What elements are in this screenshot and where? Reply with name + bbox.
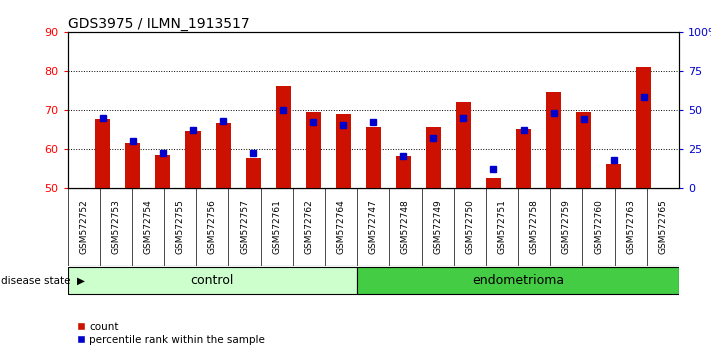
Text: GSM572751: GSM572751 [498,199,506,254]
Text: endometrioma: endometrioma [472,274,564,287]
Bar [365,127,381,188]
Text: GSM572763: GSM572763 [626,199,635,254]
Text: GSM572761: GSM572761 [272,199,282,254]
Bar [576,112,591,188]
Text: control: control [191,274,234,287]
Bar [215,123,230,188]
Text: GSM572764: GSM572764 [336,199,346,254]
Bar [486,178,501,188]
Bar [245,158,261,188]
Bar [125,143,140,188]
Bar [357,267,679,294]
Text: GSM572762: GSM572762 [304,199,314,254]
Bar [636,67,651,188]
Text: GSM572757: GSM572757 [240,199,249,254]
Text: GSM572760: GSM572760 [594,199,603,254]
Text: disease state  ▶: disease state ▶ [1,275,85,286]
Bar [426,127,441,188]
Bar [186,131,201,188]
Text: GSM572749: GSM572749 [433,199,442,254]
Text: GSM572759: GSM572759 [562,199,571,254]
Bar [516,129,531,188]
Text: GSM572747: GSM572747 [369,199,378,254]
Text: GSM572748: GSM572748 [401,199,410,254]
Text: GSM572755: GSM572755 [176,199,185,254]
Bar [546,92,561,188]
Text: GSM572758: GSM572758 [530,199,539,254]
Text: GSM572754: GSM572754 [144,199,152,254]
Bar [156,154,171,188]
Text: GSM572765: GSM572765 [658,199,668,254]
Text: GSM572750: GSM572750 [465,199,474,254]
Bar [456,102,471,188]
Bar [336,114,351,188]
Text: GSM572756: GSM572756 [208,199,217,254]
Bar [396,156,411,188]
Legend: count, percentile rank within the sample: count, percentile rank within the sample [73,317,269,349]
Text: GSM572752: GSM572752 [79,199,88,254]
Text: GDS3975 / ILMN_1913517: GDS3975 / ILMN_1913517 [68,17,249,31]
Bar [606,164,621,188]
Text: GSM572753: GSM572753 [112,199,120,254]
Bar [306,112,321,188]
Bar [95,119,110,188]
Bar [276,86,291,188]
Bar [68,267,357,294]
